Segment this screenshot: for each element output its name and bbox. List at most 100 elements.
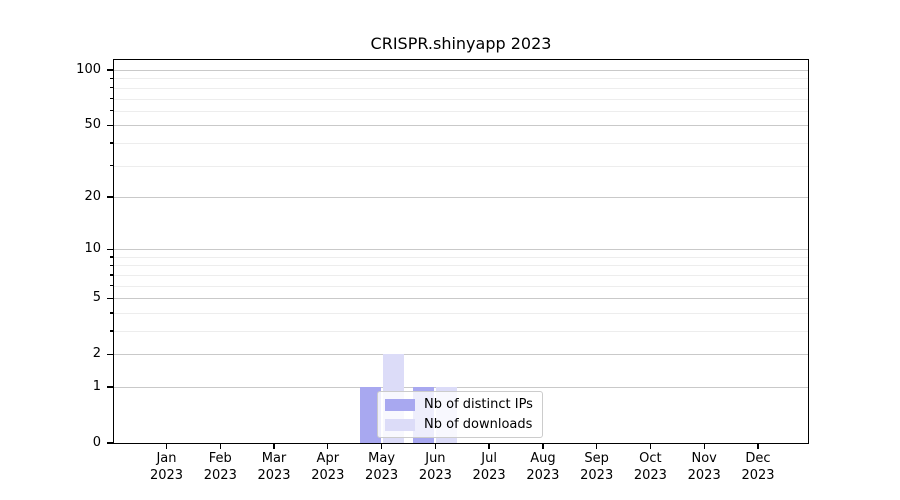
x-tick-month: Oct <box>639 451 662 466</box>
chart-title: CRISPR.shinyapp 2023 <box>370 34 552 53</box>
x-tick-year: 2023 <box>203 468 237 483</box>
legend-item-downloads: Nb of downloads <box>385 417 533 432</box>
x-tick <box>703 444 705 449</box>
gridline-major <box>114 298 808 300</box>
y-minor-tick <box>109 256 113 258</box>
x-tick-year: 2023 <box>580 468 614 483</box>
x-tick <box>434 444 437 449</box>
x-tick <box>380 444 383 449</box>
legend-swatch-distinct-ips <box>385 398 415 411</box>
y-tick-label: 100 <box>76 62 101 77</box>
legend-item-distinct-ips: Nb of distinct IPs <box>385 397 533 412</box>
y-minor-tick <box>109 97 113 100</box>
y-tick-label: 2 <box>92 346 101 362</box>
legend-label-downloads: Nb of downloads <box>424 417 533 432</box>
y-tick-label: 0 <box>92 435 101 450</box>
bar-nb-of-distinct-ips-may-2023 <box>359 387 381 443</box>
y-minor-tick <box>109 77 113 80</box>
x-tick-label: Jan 2023 <box>135 450 199 484</box>
y-minor-tick <box>109 330 113 332</box>
y-tick-label: 5 <box>92 290 101 306</box>
gridline-minor <box>114 87 808 89</box>
x-tick-month: Jul <box>481 451 497 466</box>
x-tick-year: 2023 <box>365 468 399 483</box>
plot-area: Nb of distinct IPs Nb of downloads <box>113 59 809 444</box>
y-tick <box>107 386 113 388</box>
gridline-minor <box>114 110 808 112</box>
x-tick-label: Dec 2023 <box>726 450 790 484</box>
x-tick-month: Dec <box>745 451 771 466</box>
gridline-major <box>114 354 808 356</box>
x-tick-label: Nov 2023 <box>672 450 736 484</box>
legend-label-distinct-ips: Nb of distinct IPs <box>424 397 533 412</box>
x-tick-label: Aug 2023 <box>511 450 575 484</box>
x-tick-year: 2023 <box>257 468 291 483</box>
x-tick-year: 2023 <box>149 468 184 483</box>
y-tick-label: 20 <box>84 188 101 204</box>
y-minor-tick <box>109 110 113 112</box>
x-tick <box>488 444 490 449</box>
x-tick-year: 2023 <box>687 468 721 483</box>
y-tick-label: 1 <box>92 379 101 394</box>
y-minor-tick <box>109 285 113 287</box>
y-tick <box>107 248 113 250</box>
x-tick-month: May <box>368 451 396 466</box>
y-tick <box>107 124 113 126</box>
x-tick-label: Oct 2023 <box>618 450 682 484</box>
x-tick-month: Mar <box>261 451 287 466</box>
gridline-major <box>114 196 808 198</box>
y-tick-label: 10 <box>84 241 101 257</box>
gridline-minor <box>114 331 808 332</box>
x-tick-month: Aug <box>530 451 556 466</box>
gridline-major <box>114 249 808 251</box>
x-tick-month: Jun <box>425 451 446 466</box>
x-tick-label: Apr 2023 <box>296 450 360 484</box>
x-tick-year: 2023 <box>741 468 775 483</box>
x-tick <box>327 444 329 449</box>
y-minor-tick <box>109 87 113 89</box>
gridline-minor <box>114 98 808 100</box>
y-minor-tick <box>109 164 113 167</box>
x-tick-label: May 2023 <box>350 450 414 484</box>
legend: Nb of distinct IPs Nb of downloads <box>377 391 543 438</box>
x-tick-year: 2023 <box>472 468 506 483</box>
gridline-minor <box>114 165 808 167</box>
y-tick <box>107 353 113 355</box>
y-minor-tick <box>109 274 113 276</box>
y-minor-tick <box>109 264 113 267</box>
x-tick-label: Sep 2023 <box>565 450 629 484</box>
x-tick-month: Feb <box>208 451 232 466</box>
x-tick-label: Feb 2023 <box>188 450 252 484</box>
y-minor-tick <box>109 142 113 144</box>
gridline-major <box>114 387 808 388</box>
x-tick <box>219 444 221 449</box>
x-tick <box>757 444 759 449</box>
x-tick-year: 2023 <box>418 468 452 483</box>
gridline-minor <box>114 285 808 287</box>
x-tick-year: 2023 <box>633 468 667 483</box>
x-tick-month: Jan <box>156 451 177 466</box>
gridline-minor <box>114 274 808 276</box>
x-tick-year: 2023 <box>311 468 345 483</box>
y-minor-tick <box>109 312 113 314</box>
y-tick <box>107 297 113 299</box>
x-tick <box>542 444 544 449</box>
gridline-minor <box>114 256 808 258</box>
gridline-major <box>114 70 808 71</box>
x-tick-month: Apr <box>316 451 340 466</box>
x-tick <box>273 444 275 449</box>
gridline-minor <box>114 78 808 80</box>
y-tick-label: 50 <box>84 117 101 133</box>
x-tick-month: Sep <box>584 451 609 466</box>
axes-spines <box>113 59 809 444</box>
y-tick <box>107 69 113 71</box>
x-tick-label: Jun 2023 <box>403 450 467 484</box>
x-tick-label: Mar 2023 <box>242 450 306 484</box>
gridline-major <box>114 125 808 127</box>
y-tick <box>107 442 113 444</box>
x-tick-month: Nov <box>691 451 717 466</box>
x-tick <box>165 444 168 449</box>
legend-swatch-downloads <box>385 418 415 431</box>
x-tick-label: Jul 2023 <box>457 450 521 484</box>
